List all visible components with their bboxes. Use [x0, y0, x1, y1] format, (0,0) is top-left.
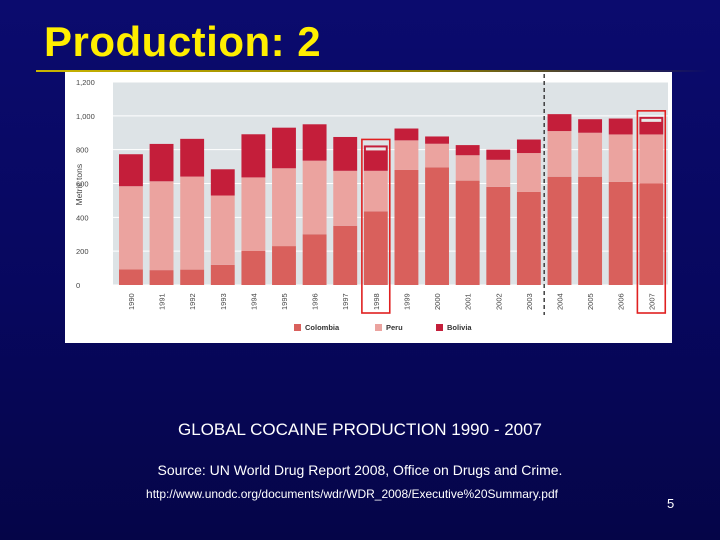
bar-bolivia-1990: [119, 154, 143, 187]
bar-colombia-2001: [455, 180, 480, 285]
bar-colombia-2005: [578, 176, 603, 285]
y-axis-label: Metric tons: [74, 164, 84, 206]
x-tick-label: 2004: [555, 293, 564, 310]
x-tick-label: 1994: [249, 293, 258, 310]
x-tick-label: 2005: [586, 293, 595, 310]
bar-bolivia-1997: [333, 136, 358, 171]
x-tick-label: 1999: [402, 293, 411, 310]
bar-peru-1992: [180, 176, 205, 270]
bar-peru-1994: [241, 177, 266, 251]
bar-colombia-2007: [639, 183, 664, 285]
bar-peru-1999: [394, 140, 419, 170]
title-underline: [36, 70, 708, 72]
x-tick-label: 1991: [158, 293, 167, 310]
bar-colombia-1998: [363, 211, 388, 285]
bar-colombia-1993: [210, 264, 235, 285]
x-tick-label: 2007: [647, 293, 656, 310]
bar-bolivia-2005: [578, 119, 603, 133]
y-tick-label: 1,200: [76, 78, 95, 87]
legend-swatch-bolivia: [436, 324, 443, 331]
bar-colombia-1990: [119, 269, 143, 285]
bar-peru-2004: [547, 131, 572, 177]
y-tick-label: 600: [76, 180, 89, 189]
bar-colombia-1999: [394, 169, 419, 285]
bar-colombia-2000: [425, 167, 449, 285]
y-tick-label: 1,000: [76, 112, 95, 121]
bar-bolivia-1998: [363, 145, 388, 171]
highlight-cap-2007: [641, 118, 662, 122]
bar-bolivia-1999: [394, 128, 419, 141]
x-tick-label: 1992: [188, 293, 197, 310]
bar-bolivia-2001: [455, 145, 480, 156]
x-tick-label: 2006: [617, 293, 626, 310]
bar-peru-2001: [455, 155, 480, 181]
bar-bolivia-2004: [547, 114, 572, 132]
bar-peru-1998: [363, 170, 388, 212]
x-tick-label: 1990: [127, 293, 136, 310]
x-tick-label: 2002: [494, 293, 503, 310]
bar-bolivia-1994: [241, 134, 266, 178]
bar-colombia-1996: [302, 234, 327, 285]
bar-colombia-2004: [547, 176, 572, 285]
source-url[interactable]: http://www.unodc.org/documents/wdr/WDR_2…: [146, 487, 558, 501]
bar-colombia-2003: [516, 191, 541, 285]
x-tick-label: 1997: [341, 293, 350, 310]
x-tick-label: 1996: [311, 293, 320, 310]
bar-peru-2003: [516, 153, 541, 192]
bar-bolivia-2002: [486, 149, 511, 160]
y-tick-label: 400: [76, 213, 89, 222]
x-tick-label: 2003: [525, 293, 534, 310]
highlight-cap-1998: [365, 147, 386, 151]
bar-bolivia-2000: [425, 136, 449, 144]
legend-swatch-peru: [375, 324, 382, 331]
bar-peru-2007: [639, 134, 664, 184]
x-tick-label: 1995: [280, 293, 289, 310]
bar-bolivia-2003: [516, 139, 541, 154]
chart-panel: 0 200 400 600 800 1,000 1,200 Metric tons 1990 19…: [65, 72, 672, 343]
bar-peru-1996: [302, 160, 327, 235]
highlight-box-1998: [361, 138, 391, 314]
bar-colombia-2002: [486, 186, 511, 285]
highlight-box-2007: [636, 110, 667, 314]
stacked-bar-chart: 0 200 400 600 800 1,000 1,200 Metric tons 1990 19…: [74, 74, 668, 332]
bar-peru-2002: [486, 159, 511, 187]
bar-colombia-2006: [608, 181, 633, 285]
bar-colombia-1995: [272, 246, 296, 285]
x-tick-label: 2000: [433, 293, 442, 310]
y-tick-label: 0: [76, 281, 80, 290]
bar-peru-1990: [119, 186, 143, 270]
bar-colombia-1992: [180, 269, 205, 285]
bar-bolivia-2006: [608, 118, 633, 135]
bar-bolivia-1991: [149, 143, 174, 182]
legend-label-bolivia: Bolivia: [447, 323, 472, 332]
x-tick-label: 1998: [372, 293, 381, 310]
bar-bolivia-1992: [180, 138, 205, 177]
y-tick-label: 200: [76, 247, 89, 256]
bar-peru-1993: [210, 195, 235, 265]
x-tick-label: 2001: [464, 293, 473, 310]
bar-bolivia-1996: [302, 124, 327, 161]
bar-peru-1997: [333, 170, 358, 226]
legend-swatch-colombia: [294, 324, 301, 331]
bar-peru-2005: [578, 132, 603, 177]
slide-title: Production: 2: [44, 18, 322, 65]
bar-peru-1995: [272, 168, 296, 247]
legend-label-peru: Peru: [386, 323, 403, 332]
bar-bolivia-1993: [210, 169, 235, 196]
y-tick-label: 800: [76, 146, 89, 155]
bar-peru-2006: [608, 134, 633, 182]
bar-peru-1991: [149, 181, 174, 271]
legend-label-colombia: Colombia: [305, 323, 340, 332]
bar-colombia-1991: [149, 270, 174, 285]
x-tick-label: 1993: [219, 293, 228, 310]
bar-peru-2000: [425, 143, 449, 168]
source-citation: Source: UN World Drug Report 2008, Offic…: [157, 462, 563, 478]
slide-number: 5: [667, 496, 675, 511]
bar-colombia-1994: [241, 250, 266, 285]
bar-bolivia-1995: [272, 127, 296, 169]
bar-colombia-1997: [333, 225, 358, 285]
chart-caption: GLOBAL COCAINE PRODUCTION 1990 - 2007: [177, 420, 543, 439]
